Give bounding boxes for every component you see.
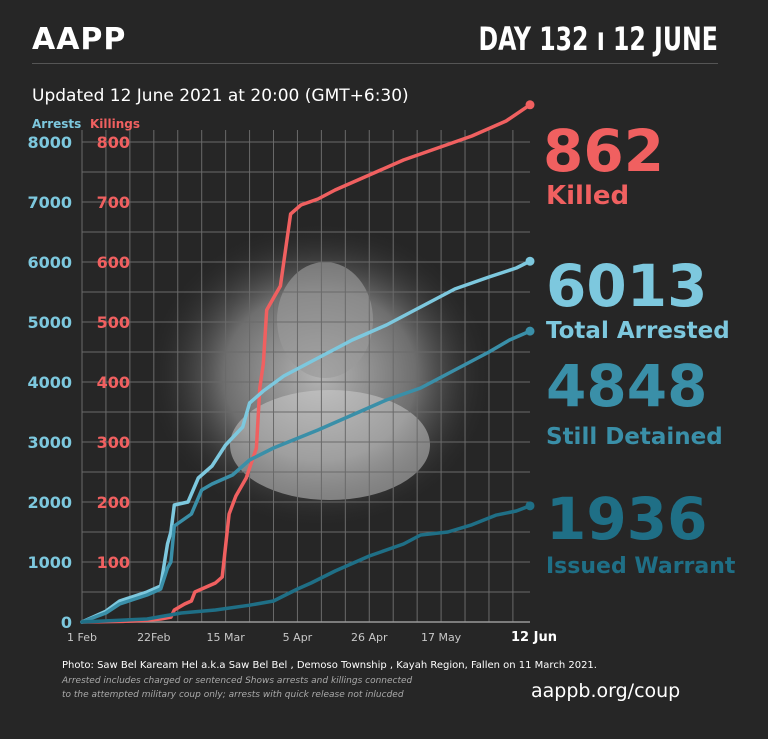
series-endpoint-warrant: [525, 501, 535, 511]
right-tick-label: 600: [97, 253, 130, 272]
left-tick-label: 6000: [27, 253, 72, 272]
series-line-warrant: [80, 504, 532, 624]
left-tick-label: 8000: [27, 133, 72, 152]
x-tick-label: 12 Jun: [511, 630, 557, 645]
left-tick-label: 4000: [27, 373, 72, 392]
killed-count: 862: [543, 117, 665, 185]
warrant-count: 1936: [546, 485, 708, 553]
website-link[interactable]: aappb.org/coup: [531, 680, 681, 702]
arrested-count: 6013: [546, 252, 708, 320]
header-divider: [32, 63, 718, 64]
series-endpoint-detained: [525, 326, 535, 336]
x-tick-label: 15 Mar: [207, 631, 246, 644]
right-tick-label: 300: [97, 433, 130, 452]
left-tick-label: 1000: [27, 553, 72, 572]
x-axis-ticks: 1 Feb 22Feb 15 Mar 5 Apr 26 Apr 17 May 12 Jun: [67, 630, 557, 645]
x-tick-label: 5 Apr: [283, 631, 313, 644]
footnote-line-1: Arrested includes charged or sentenced S…: [62, 676, 413, 686]
x-tick-label: 1 Feb: [67, 631, 97, 644]
detained-label: Still Detained: [546, 424, 723, 450]
photo-face: [277, 262, 373, 378]
right-tick-label: 200: [97, 493, 130, 512]
detained-count: 4848: [546, 352, 708, 420]
x-tick-label: 22Feb: [137, 631, 170, 644]
left-axis-ticks: 0 1000 2000 3000 4000 5000 6000 7000 8000: [27, 133, 72, 632]
left-axis-label: Arrests: [32, 117, 82, 131]
photo-credit: Photo: Saw Bel Kaream Hel a.k.a Saw Bel …: [62, 660, 597, 671]
left-tick-label: 3000: [27, 433, 72, 452]
series-endpoint-killings: [525, 100, 535, 110]
series-lines: [80, 100, 535, 624]
updated-timestamp: Updated 12 June 2021 at 20:00 (GMT+6:30): [32, 86, 409, 106]
brand-logo: AAPP: [32, 22, 127, 57]
right-tick-label: 700: [97, 193, 130, 212]
left-tick-label: 7000: [27, 193, 72, 212]
chart-grid: [81, 130, 530, 623]
right-tick-label: 400: [97, 373, 130, 392]
left-tick-label: 2000: [27, 493, 72, 512]
series-line-detained: [80, 329, 532, 624]
killed-label: Killed: [546, 181, 630, 211]
series-line-arrests: [80, 259, 532, 624]
right-axis-label: Killings: [90, 117, 141, 131]
x-tick-label: 26 Apr: [351, 631, 388, 644]
right-tick-label: 100: [97, 553, 130, 572]
right-axis-ticks: 100 200 300 400 500 600 700 800: [97, 133, 130, 572]
arrested-label: Total Arrested: [546, 318, 730, 344]
right-tick-label: 800: [97, 133, 130, 152]
x-tick-label: 17 May: [421, 631, 462, 644]
left-tick-label: 5000: [27, 313, 72, 332]
right-tick-label: 500: [97, 313, 130, 332]
series-line-killings: [80, 103, 532, 624]
series-endpoint-arrests: [525, 256, 535, 266]
footnote-line-2: to the attempted military coup only; arr…: [62, 690, 404, 700]
warrant-label: Issued Warrant: [546, 554, 736, 579]
left-tick-label: 0: [61, 613, 72, 632]
day-label: DAY 132 ı 12 JUNE: [478, 20, 718, 58]
